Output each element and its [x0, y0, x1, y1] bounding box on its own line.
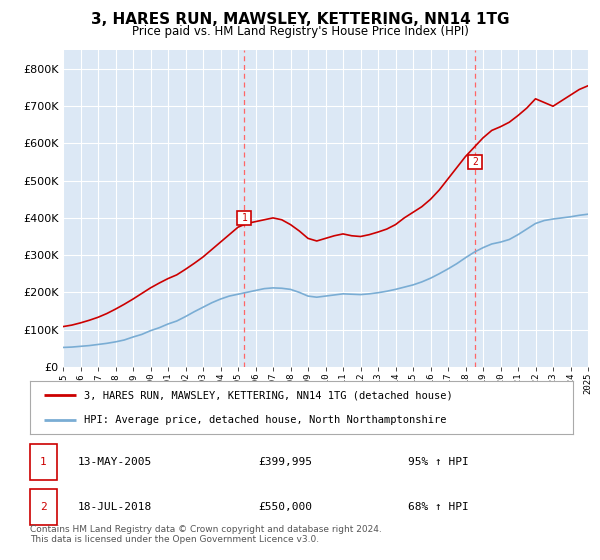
- Text: 95% ↑ HPI: 95% ↑ HPI: [408, 457, 469, 467]
- Text: £550,000: £550,000: [258, 502, 312, 512]
- Text: 2: 2: [40, 502, 47, 512]
- Text: 3, HARES RUN, MAWSLEY, KETTERING, NN14 1TG: 3, HARES RUN, MAWSLEY, KETTERING, NN14 1…: [91, 12, 509, 27]
- Text: 2: 2: [472, 157, 478, 167]
- Text: 3, HARES RUN, MAWSLEY, KETTERING, NN14 1TG (detached house): 3, HARES RUN, MAWSLEY, KETTERING, NN14 1…: [85, 390, 453, 400]
- Text: 18-JUL-2018: 18-JUL-2018: [78, 502, 152, 512]
- Text: 1: 1: [40, 457, 47, 467]
- Text: HPI: Average price, detached house, North Northamptonshire: HPI: Average price, detached house, Nort…: [85, 414, 447, 424]
- Text: 13-MAY-2005: 13-MAY-2005: [78, 457, 152, 467]
- Text: £399,995: £399,995: [258, 457, 312, 467]
- Text: Price paid vs. HM Land Registry's House Price Index (HPI): Price paid vs. HM Land Registry's House …: [131, 25, 469, 38]
- Text: 1: 1: [242, 213, 247, 223]
- Text: 68% ↑ HPI: 68% ↑ HPI: [408, 502, 469, 512]
- Text: Contains HM Land Registry data © Crown copyright and database right 2024.
This d: Contains HM Land Registry data © Crown c…: [30, 525, 382, 544]
